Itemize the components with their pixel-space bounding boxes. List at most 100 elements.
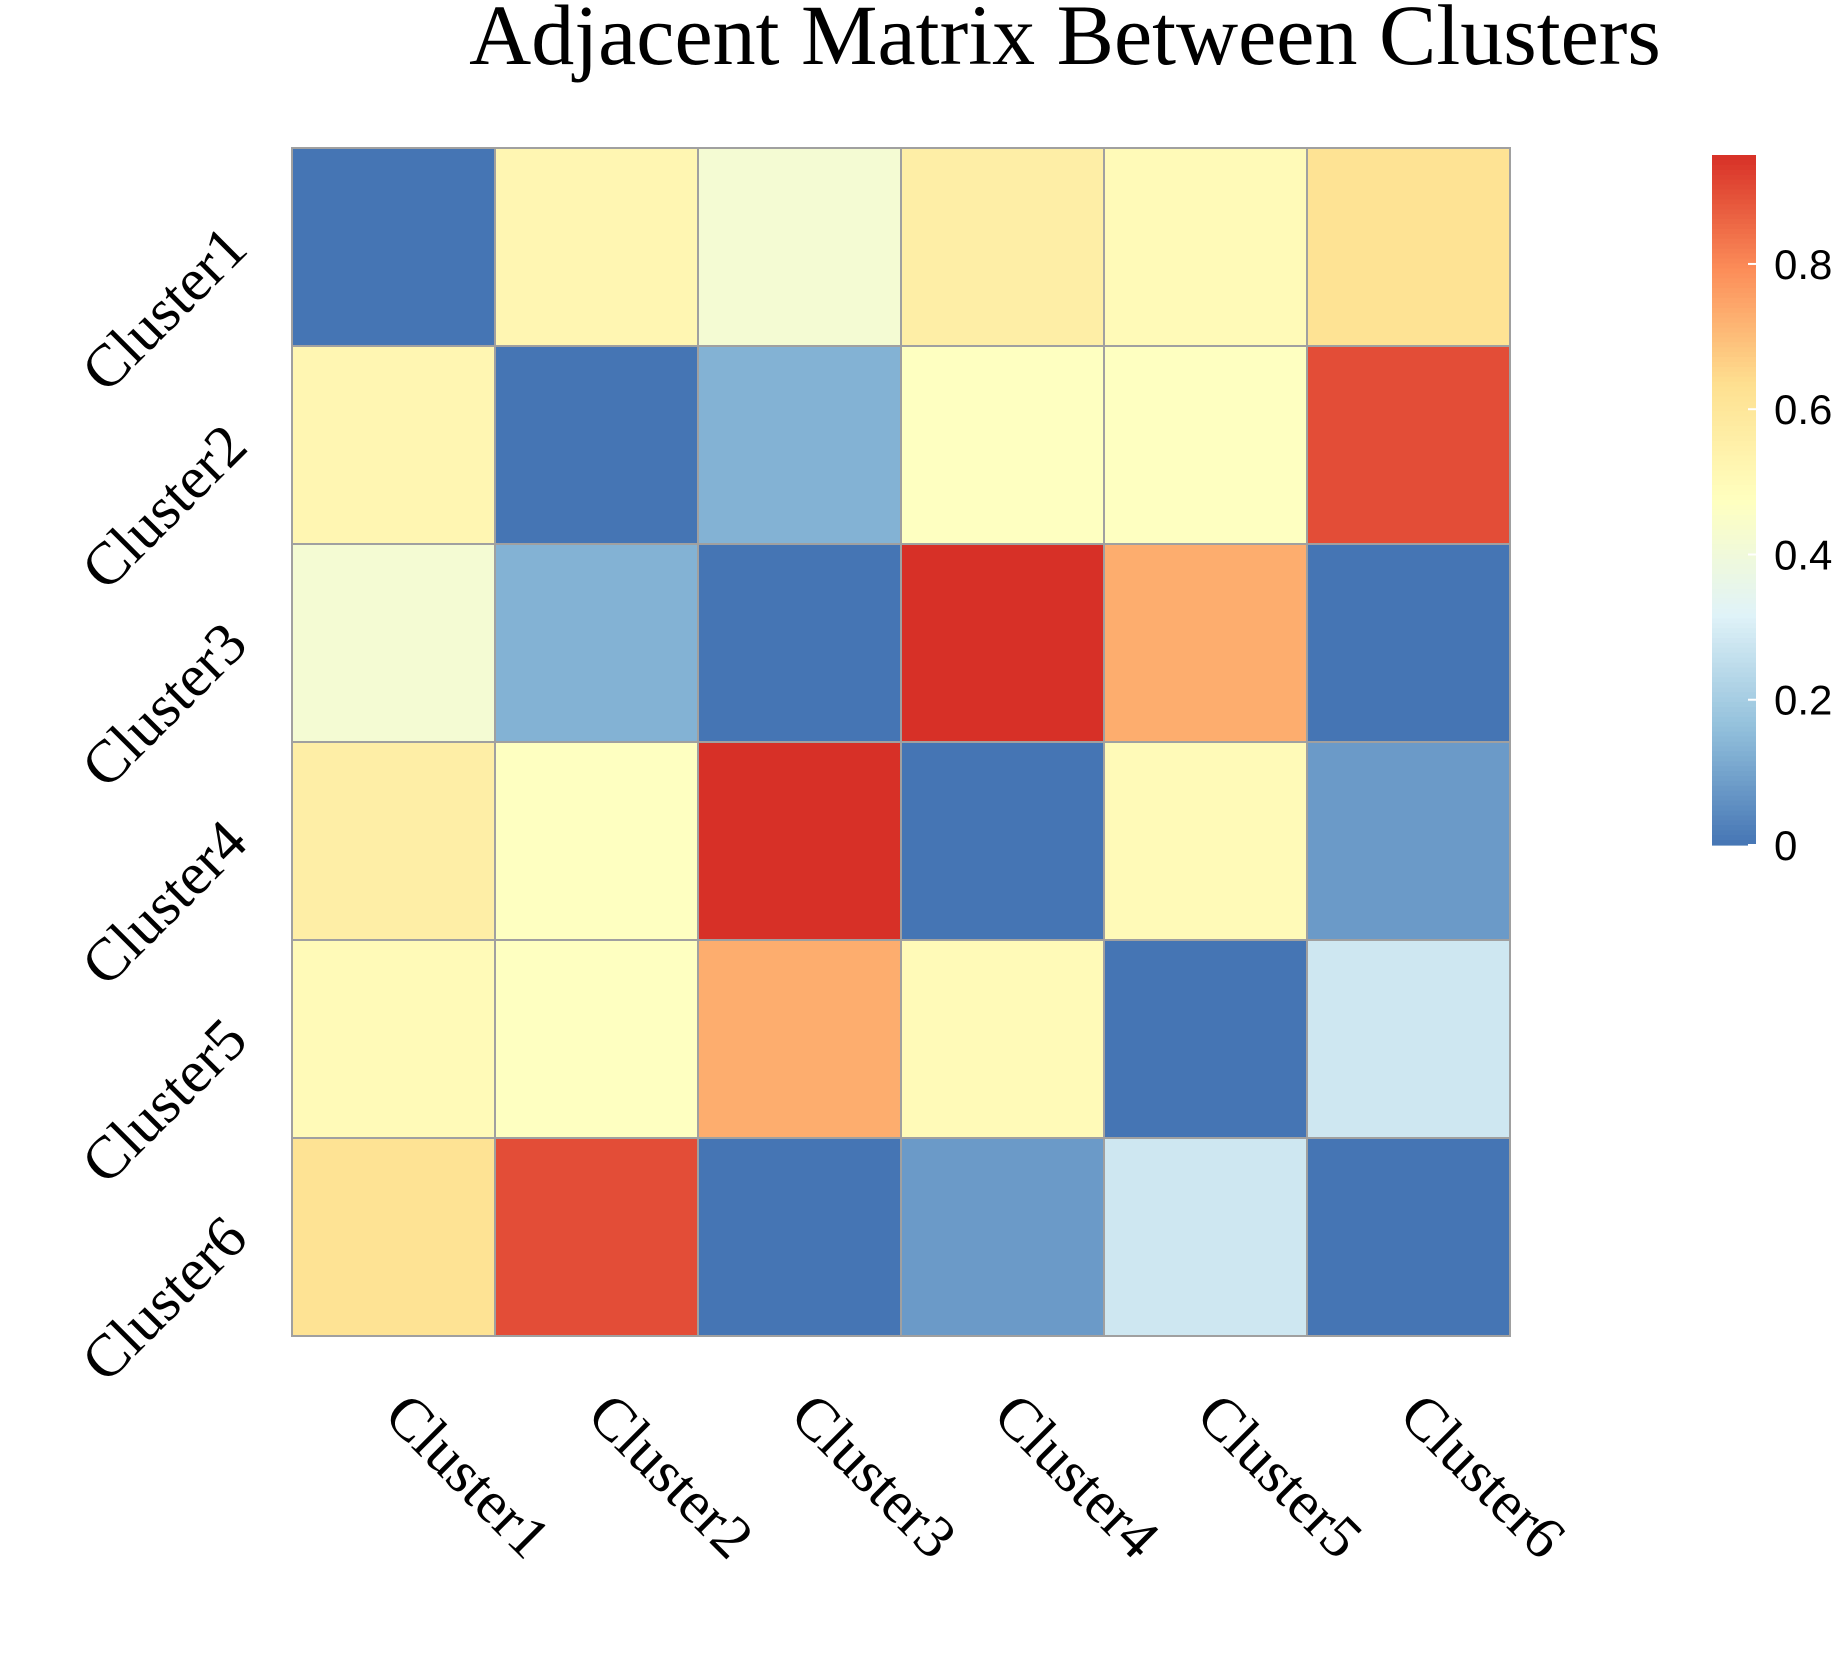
legend-color-step	[1712, 332, 1756, 338]
legend-color-step	[1712, 381, 1756, 388]
heatmap-cell-r5-c4	[900, 939, 1105, 1139]
heatmap-cell-r1-c2	[494, 147, 699, 347]
legend-color-step	[1712, 578, 1756, 585]
legend-color-step	[1712, 509, 1756, 516]
legend-color-step	[1712, 293, 1756, 299]
heatmap-cell-r1-c3	[697, 147, 902, 347]
heatmap-cell-r6-c4	[900, 1137, 1105, 1337]
legend-color-step	[1712, 214, 1756, 220]
heatmap-cell-r3-c4	[900, 543, 1105, 743]
legend-color-step	[1712, 460, 1756, 467]
legend-color-step	[1712, 258, 1756, 265]
heatmap-cell-r6-c5	[1103, 1137, 1308, 1337]
legend-color-step	[1712, 751, 1756, 757]
heatmap-cell-r5-c2	[494, 939, 699, 1139]
row-labels: Cluster1Cluster2Cluster3Cluster4Cluster5…	[69, 214, 259, 1394]
column-label: Cluster3	[779, 1381, 969, 1571]
legend-color-step	[1712, 302, 1756, 309]
legend-color-step	[1712, 440, 1756, 447]
legend-color-step	[1712, 406, 1756, 412]
legend-color-step	[1712, 702, 1756, 708]
legend-color-step	[1712, 480, 1756, 486]
legend-color-step	[1712, 711, 1756, 718]
legend-color-step	[1712, 209, 1756, 215]
heatmap-cell-r4-c2	[494, 741, 699, 941]
legend-color-step	[1712, 376, 1756, 383]
legend-color-step	[1712, 421, 1756, 427]
heatmap-cell-r2-c3	[697, 345, 902, 545]
column-label: Cluster4	[982, 1381, 1172, 1571]
legend-color-step	[1712, 495, 1756, 501]
legend-color-step	[1712, 268, 1756, 274]
legend-color-step	[1712, 810, 1756, 817]
legend-color-step	[1712, 199, 1756, 205]
legend-color-step	[1712, 726, 1756, 733]
legend-color-step	[1712, 401, 1756, 407]
heatmap-cell-r6-c6	[1306, 1137, 1511, 1337]
legend-tick-label: 0.8	[1774, 241, 1832, 288]
legend-color-step	[1712, 795, 1756, 802]
legend-color-step	[1712, 445, 1756, 452]
legend-color-step	[1712, 761, 1756, 767]
legend-color-step	[1712, 731, 1756, 738]
legend-color-step	[1712, 396, 1756, 403]
legend-color-step	[1712, 647, 1756, 654]
legend-tick-label: 0	[1774, 822, 1797, 869]
legend-color-step	[1712, 297, 1756, 304]
legend-color-step	[1712, 672, 1756, 679]
legend-color-step	[1712, 416, 1756, 422]
heatmap-cell-r4-c1	[291, 741, 496, 941]
legend-color-step	[1712, 224, 1756, 230]
heatmap-cell-r4-c5	[1103, 741, 1308, 941]
legend-tick-label: 0.6	[1774, 386, 1832, 433]
legend-color-step	[1712, 169, 1756, 176]
legend-color-step	[1712, 366, 1756, 373]
legend-color-step	[1712, 756, 1756, 762]
legend-color-step	[1712, 519, 1756, 526]
legend-color-step	[1712, 278, 1756, 284]
heatmap-cell-r3-c3	[697, 543, 902, 743]
row-label: Cluster1	[69, 214, 259, 404]
heatmap-cell-r5-c1	[291, 939, 496, 1139]
legend-color-step	[1712, 662, 1756, 669]
legend-color-step	[1712, 840, 1756, 846]
legend-color-step	[1712, 485, 1756, 491]
legend-color-step	[1712, 569, 1756, 575]
legend-color-step	[1712, 465, 1756, 472]
legend-color-step	[1712, 529, 1756, 536]
heatmap-cell-r3-c2	[494, 543, 699, 743]
legend-color-step	[1712, 248, 1756, 255]
legend-color-step	[1712, 159, 1756, 166]
heatmap-cell-r3-c6	[1306, 543, 1511, 743]
legend-color-step	[1712, 228, 1756, 235]
legend-color-step	[1712, 327, 1756, 334]
legend-color-step	[1712, 766, 1756, 772]
legend-color-step	[1712, 677, 1756, 683]
legend-color-step	[1712, 608, 1756, 614]
legend-color-step	[1712, 322, 1756, 329]
legend-color-step	[1712, 307, 1756, 314]
row-label: Cluster5	[69, 1006, 259, 1196]
legend-color-step	[1712, 573, 1756, 580]
legend-color-step	[1712, 342, 1756, 348]
legend-ticks: 0 0.2 0.4 0.6 0.8	[1748, 241, 1832, 869]
heatmap-cell-r4-c3	[697, 741, 902, 941]
legend-color-step	[1712, 411, 1756, 417]
legend-color-step	[1712, 642, 1756, 649]
legend-color-step	[1712, 337, 1756, 343]
legend-tick-label: 0.2	[1774, 677, 1832, 724]
row-label: Cluster3	[69, 610, 259, 800]
legend-color-step	[1712, 455, 1756, 462]
legend-color-step	[1712, 189, 1756, 196]
column-label: Cluster1	[373, 1381, 563, 1571]
legend-color-step	[1712, 707, 1756, 713]
heatmap-cell-r3-c1	[291, 543, 496, 743]
legend-color-step	[1712, 618, 1756, 624]
heatmap-cell-r2-c2	[494, 345, 699, 545]
heatmap-cell-r3-c5	[1103, 543, 1308, 743]
heatmap-cell-r2-c4	[900, 345, 1105, 545]
legend-color-step	[1712, 347, 1756, 353]
legend-color-step	[1712, 790, 1756, 797]
legend-color-step	[1712, 697, 1756, 703]
